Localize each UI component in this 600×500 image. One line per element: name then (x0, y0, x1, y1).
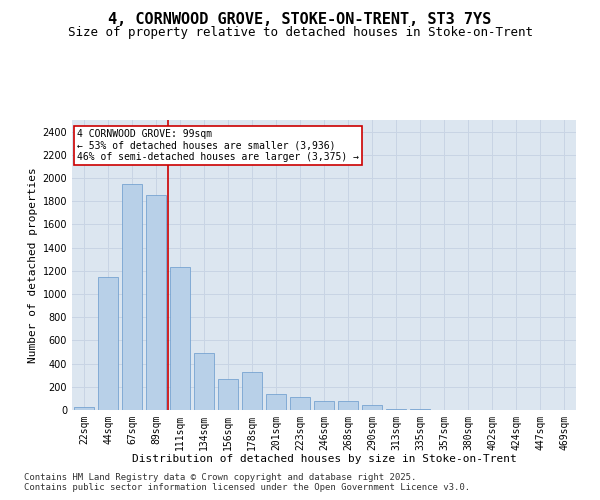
Bar (122, 184, 142, 410)
Bar (242, 372, 262, 410)
Bar (386, 409, 406, 410)
Text: 4, CORNWOOD GROVE, STOKE-ON-TRENT, ST3 7YS: 4, CORNWOOD GROVE, STOKE-ON-TRENT, ST3 7… (109, 12, 491, 28)
Bar (146, 196, 166, 410)
Bar (170, 268, 190, 410)
Text: Contains HM Land Registry data © Crown copyright and database right 2025.: Contains HM Land Registry data © Crown c… (24, 474, 416, 482)
Bar (98, 276, 118, 410)
Bar (74, 406, 94, 410)
Text: Size of property relative to detached houses in Stoke-on-Trent: Size of property relative to detached ho… (67, 26, 533, 39)
Bar (362, 406, 382, 410)
Text: Contains public sector information licensed under the Open Government Licence v3: Contains public sector information licen… (24, 484, 470, 492)
Bar (338, 402, 358, 410)
Bar (218, 378, 238, 410)
Bar (314, 400, 334, 410)
Text: 4 CORNWOOD GROVE: 99sqm
← 53% of detached houses are smaller (3,936)
46% of semi: 4 CORNWOOD GROVE: 99sqm ← 53% of detache… (77, 128, 359, 162)
Bar (194, 353, 214, 410)
X-axis label: Distribution of detached houses by size in Stoke-on-Trent: Distribution of detached houses by size … (131, 454, 517, 464)
Bar (266, 394, 286, 410)
Bar (290, 397, 310, 410)
Y-axis label: Number of detached properties: Number of detached properties (28, 167, 38, 363)
